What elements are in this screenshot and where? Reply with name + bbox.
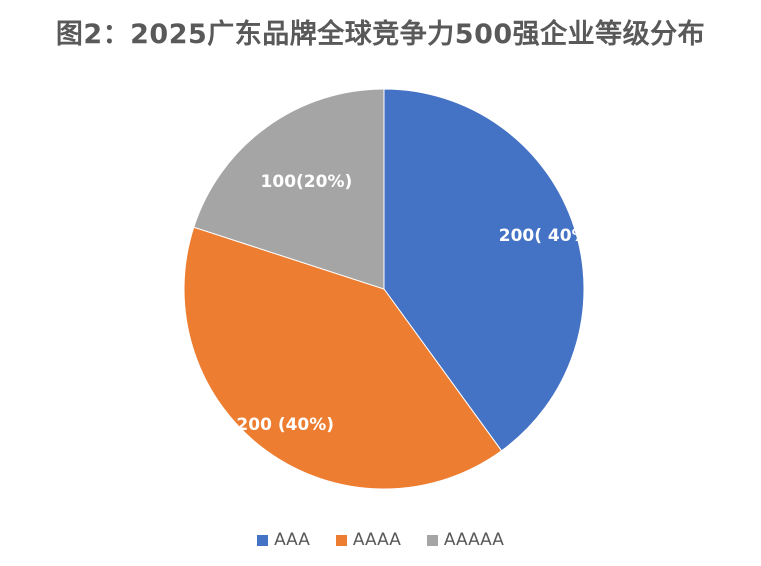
legend-label-aaaa: AAAA [352,530,401,550]
pie-slice-aaa [383,88,585,452]
data-label-aaa: 200( 40%) [499,226,597,246]
legend-swatch-aaa [257,534,269,546]
legend-label-aaaaa: AAAAA [443,530,504,550]
pie-data-labels: 200( 40%) 200 (40%) 100(20%) [236,172,596,435]
legend-label-aaa: AAA [274,530,310,550]
legend: AAA AAAA AAAAA [0,530,761,550]
pie-slice-aaaa [183,226,503,490]
legend-swatch-aaaaa [426,534,438,546]
data-label-aaaa: 200 (40%) [236,415,334,435]
pie-slice-aaaaa [193,88,385,290]
data-label-aaaaa: 100(20%) [261,172,353,192]
chart-title: 图2：2025广东品牌全球竞争力500强企业等级分布 [55,19,706,50]
legend-item-aaaaa: AAAAA [426,530,504,550]
pie-slices [183,88,585,490]
legend-swatch-aaaa [335,534,347,546]
legend-item-aaaa: AAAA [335,530,401,550]
legend-item-aaa: AAA [257,530,310,550]
